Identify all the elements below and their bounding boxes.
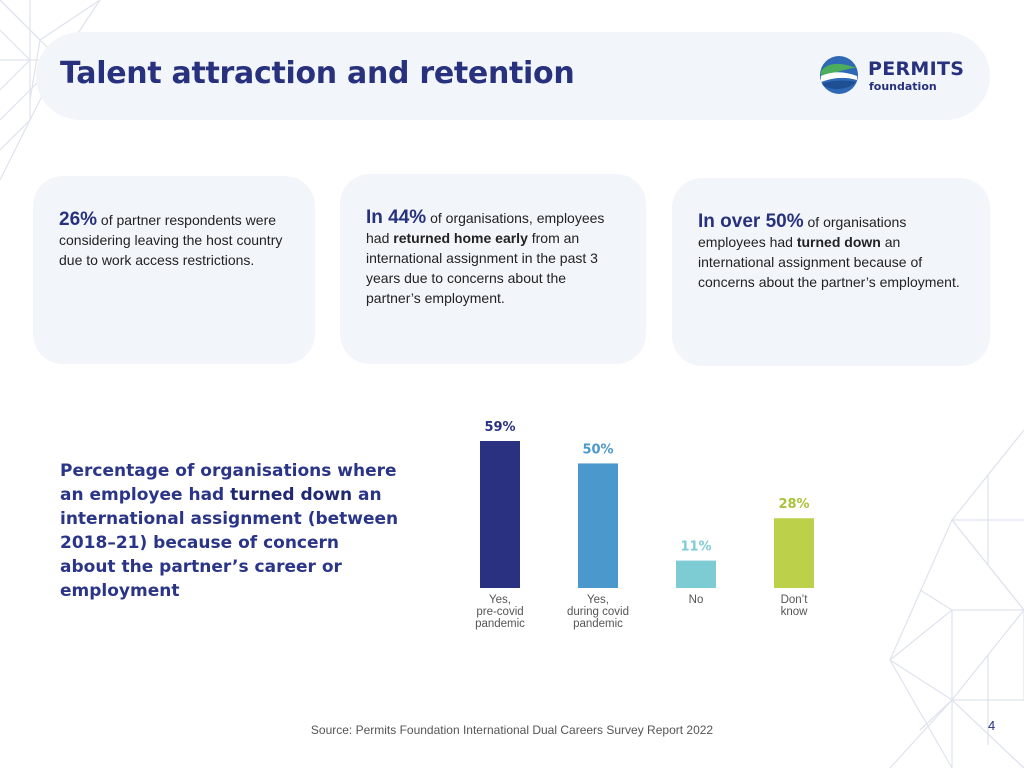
stat-highlight: 26% bbox=[59, 209, 98, 230]
bar-3 bbox=[774, 518, 814, 588]
permits-logo-icon bbox=[820, 56, 858, 94]
bar-value-label: 50% bbox=[582, 442, 613, 457]
page-number: 4 bbox=[988, 718, 996, 733]
stat-text: of partner respondents were considering … bbox=[59, 212, 283, 268]
caption-text: Percentage of organisations where an emp… bbox=[60, 461, 397, 505]
bar-value-label: 28% bbox=[778, 497, 809, 512]
bar-value-label: 11% bbox=[680, 540, 711, 555]
category-label: Don’t know bbox=[781, 594, 809, 618]
stat-text: of organisations employees had bbox=[698, 214, 907, 250]
header-bar: Talent attraction and retention PERMITS … bbox=[36, 32, 990, 120]
bar-value-label: 59% bbox=[484, 420, 515, 435]
permits-foundation-logo: PERMITS foundation bbox=[818, 54, 978, 98]
stat-card-partner-respondents: 26% of partner respondents were consider… bbox=[33, 176, 315, 364]
stat-text: from an international assignment in the … bbox=[366, 230, 598, 306]
bar-1 bbox=[578, 463, 618, 588]
bar-2 bbox=[676, 560, 716, 588]
logo-name: PERMITS bbox=[868, 58, 965, 80]
page-title: Talent attraction and retention bbox=[60, 56, 575, 91]
stat-card-returned-home-early: In 44% of organisations, employees had r… bbox=[340, 174, 646, 364]
stat-card-turned-down: In over 50% of organisations employees h… bbox=[672, 178, 990, 366]
category-label: Yes, pre-covid pandemic bbox=[475, 594, 525, 630]
geometric-pattern-bottom-right bbox=[889, 430, 1024, 768]
stat-highlight: In 44% bbox=[366, 207, 427, 228]
stat-bold-text: turned down bbox=[796, 234, 881, 250]
stat-text: an international assignment because of c… bbox=[698, 234, 960, 290]
source-note: Source: Permits Foundation International… bbox=[310, 723, 714, 737]
caption-text: an international assignment (between 201… bbox=[60, 485, 399, 601]
logo-subtitle: foundation bbox=[869, 80, 937, 93]
stat-highlight: In over 50% bbox=[698, 211, 804, 232]
stat-bold-text: returned home early bbox=[393, 230, 528, 246]
bar-0 bbox=[480, 441, 520, 588]
caption-bold-text: turned down bbox=[230, 485, 353, 505]
bar-chart: 59% Yes, pre-covid pandemic 50% Yes, during co… bbox=[475, 420, 814, 630]
category-label: No bbox=[689, 594, 704, 606]
chart-caption: Percentage of organisations where an emp… bbox=[60, 459, 400, 603]
stat-text: of organisations, employees had bbox=[366, 210, 605, 246]
category-label: Yes, during covid pandemic bbox=[567, 594, 629, 630]
